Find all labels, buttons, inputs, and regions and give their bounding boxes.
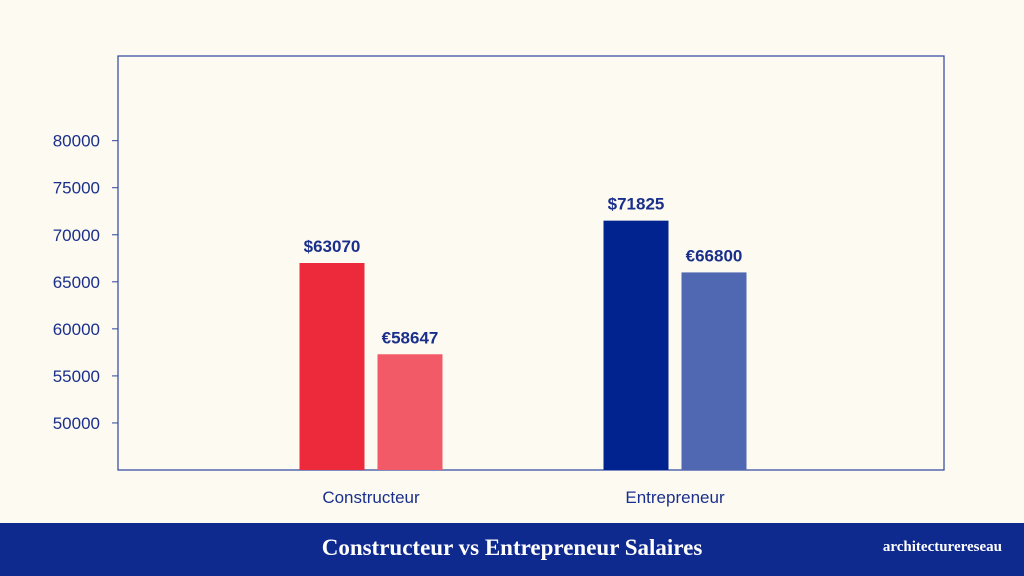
bar bbox=[377, 354, 443, 470]
data-label: $63070 bbox=[304, 237, 361, 256]
chart-title: Constructeur vs Entrepreneur Salaires bbox=[321, 535, 703, 560]
plot-frame bbox=[117, 55, 945, 471]
brand-logo: architecturereseau bbox=[882, 539, 1002, 555]
y-tick-label: 60000 bbox=[53, 320, 100, 339]
y-tick-label: 55000 bbox=[53, 367, 100, 386]
y-tick-label: 75000 bbox=[53, 179, 100, 198]
bar bbox=[681, 272, 747, 470]
y-tick-label: 80000 bbox=[53, 132, 100, 151]
footer-banner: Constructeur vs Entrepreneur Salaires ar… bbox=[0, 523, 1024, 576]
bar bbox=[603, 220, 669, 470]
y-tick-label: 65000 bbox=[53, 273, 100, 292]
y-tick-label: 70000 bbox=[53, 226, 100, 245]
bar-chart: 80000 75000 70000 65000 60000 55000 50000 Const… bbox=[53, 55, 945, 507]
x-tick-label: Constructeur bbox=[322, 488, 420, 507]
data-label: €58647 bbox=[382, 328, 439, 347]
bar bbox=[299, 263, 365, 470]
x-tick-label: Entrepreneur bbox=[625, 488, 725, 507]
y-tick-label: 50000 bbox=[53, 414, 100, 433]
data-label: $71825 bbox=[608, 195, 665, 214]
data-label: €66800 bbox=[686, 246, 743, 265]
